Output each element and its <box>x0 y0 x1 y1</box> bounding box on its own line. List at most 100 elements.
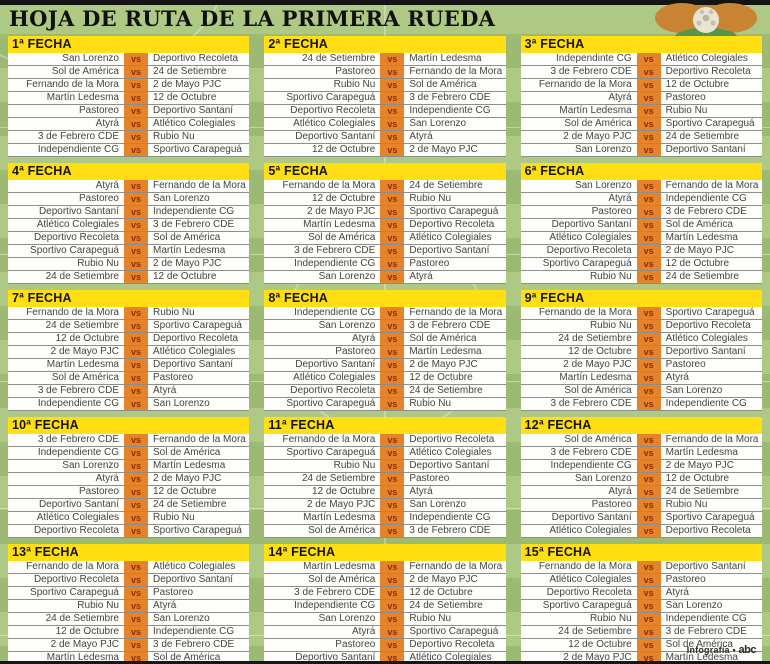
away-team: Atyrá <box>665 587 689 598</box>
away-team: San Lorenzo <box>153 193 210 204</box>
vs-badge: vs <box>636 499 661 511</box>
away-team: Atlético Colegiales <box>409 447 492 458</box>
home-team: Independiente CG <box>37 144 119 155</box>
match-row: Rubio Ñu vs Independiente CG <box>520 613 762 626</box>
home-team: Atyrá <box>608 92 632 103</box>
match-row: 2 de Mayo PJC vs 3 de Febrero CDE <box>8 639 250 652</box>
match-row: Atlético Colegiales vs 3 de Febrero CDE <box>8 219 250 232</box>
away-team: Atyrá <box>153 385 177 396</box>
vs-badge: vs <box>124 652 148 661</box>
vs-badge: vs <box>124 346 148 358</box>
vs-badge: vs <box>380 626 405 638</box>
vs-badge: vs <box>380 613 405 625</box>
vs-badge: vs <box>124 385 148 397</box>
fecha-block: 4ª FECHA Atyrá vs Fernando de la Mora Pa… <box>8 163 250 284</box>
match-row: 12 de Octubre vs Atyrá <box>264 486 506 499</box>
away-team: Sol de América <box>409 333 477 344</box>
vs-badge: vs <box>124 118 148 130</box>
away-team: San Lorenzo <box>409 499 467 510</box>
vs-badge: vs <box>636 193 661 205</box>
fecha-header: 11ª FECHA <box>264 417 506 434</box>
vs-badge: vs <box>124 92 148 104</box>
home-team: 2 de Mayo PJC <box>563 131 632 142</box>
home-team: Pastoreo <box>78 486 119 497</box>
match-row: Martín Ledesma vs Atyrá <box>520 372 762 385</box>
vs-badge: vs <box>124 105 148 117</box>
match-row: Deportivo Santaní vs 24 de Setiembre <box>8 499 250 512</box>
away-team: Deportivo Recoleta <box>409 219 495 230</box>
vs-badge: vs <box>636 587 661 599</box>
fecha-header: 4ª FECHA <box>8 163 250 180</box>
vs-badge: vs <box>636 144 661 156</box>
away-team: Sol de América <box>409 79 477 90</box>
vs-badge: vs <box>380 561 405 573</box>
away-team: Independiente CG <box>153 626 235 637</box>
vs-badge: vs <box>380 525 405 537</box>
match-row: Independiente CG vs Sportivo Carapeguá <box>8 144 250 157</box>
home-team: Atyrá <box>608 486 632 497</box>
fecha-block: 9ª FECHA Fernando de la Mora vs Sportivo… <box>520 290 762 411</box>
vs-badge: vs <box>380 105 405 117</box>
vs-badge: vs <box>124 613 148 625</box>
match-row: Fernando de la Mora vs Deportivo Recolet… <box>264 434 506 447</box>
match-row: Fernando de la Mora vs 12 de Octubre <box>520 79 762 92</box>
vs-badge: vs <box>380 66 405 78</box>
home-team: Deportivo Recoleta <box>33 574 119 585</box>
away-team: Deportivo Recoleta <box>153 53 239 64</box>
vs-badge: vs <box>636 232 661 244</box>
fecha-block: 15ª FECHA Fernando de la Mora vs Deporti… <box>520 544 762 661</box>
home-team: Pastoreo <box>591 499 632 510</box>
vs-badge: vs <box>124 600 148 612</box>
match-row: Rubio Ñu vs Sol de América <box>264 79 506 92</box>
vs-badge: vs <box>636 307 661 319</box>
away-team: Independiente CG <box>665 193 747 204</box>
match-row: San Lorenzo vs Fernando de la Mora <box>520 180 762 193</box>
home-team: Deportivo Santaní <box>295 652 376 663</box>
fecha-rows: Fernando de la Mora vs Rubio Ñu 24 de Se… <box>8 307 250 411</box>
away-team: 3 de Febrero CDE <box>665 626 747 637</box>
home-team: Martín Ledesma <box>303 512 376 523</box>
vs-badge: vs <box>636 333 661 345</box>
home-team: Sol de América <box>308 525 376 536</box>
match-row: 3 de Febrero CDE vs Deportivo Santaní <box>264 245 506 258</box>
match-row: San Lorenzo vs Martín Ledesma <box>8 460 250 473</box>
home-team: Sol de América <box>308 232 376 243</box>
away-team: Sportivo Carapeguá <box>665 512 755 523</box>
home-team: 24 de Setiembre <box>45 271 119 282</box>
vs-badge: vs <box>636 66 661 78</box>
fecha-block: 5ª FECHA Fernando de la Mora vs 24 de Se… <box>264 163 506 284</box>
away-team: 24 de Setiembre <box>665 131 740 142</box>
away-team: Martín Ledesma <box>153 245 226 256</box>
away-team: 2 de Mayo PJC <box>665 460 735 471</box>
fecha-block: 7ª FECHA Fernando de la Mora vs Rubio Ñu… <box>8 290 250 411</box>
away-team: Rubio Ñu <box>153 512 195 523</box>
match-row: 3 de Febrero CDE vs 12 de Octubre <box>264 587 506 600</box>
home-team: Sportivo Carapeguá <box>30 587 119 598</box>
home-team: 12 de Octubre <box>568 639 632 650</box>
fecha-rows: Fernando de la Mora vs Deportivo Santaní… <box>520 561 762 661</box>
home-team: 24 de Setiembre <box>45 613 119 624</box>
match-row: Pastoreo vs San Lorenzo <box>8 193 250 206</box>
home-team: Fernando de la Mora <box>282 180 376 191</box>
fixtures-grid: 1ª FECHA San Lorenzo vs Deportivo Recole… <box>8 36 762 663</box>
home-team: Pastoreo <box>335 639 376 650</box>
match-row: Independiente CG vs Sol de América <box>8 447 250 460</box>
vs-badge: vs <box>124 587 148 599</box>
home-team: Sol de América <box>308 574 376 585</box>
match-row: Fernando de la Mora vs Rubio Ñu <box>8 307 250 320</box>
vs-badge: vs <box>124 473 148 485</box>
away-team: Fernando de la Mora <box>665 180 759 191</box>
away-team: 12 de Octubre <box>153 486 217 497</box>
away-team: Atlético Colegiales <box>665 333 748 344</box>
away-team: 12 de Octubre <box>409 372 473 383</box>
match-row: San Lorenzo vs Rubio Ñu <box>264 613 506 626</box>
away-team: 12 de Octubre <box>665 79 730 90</box>
away-team: 2 de Mayo PJC <box>409 144 478 155</box>
match-row: Fernando de la Mora vs Atlético Colegial… <box>8 561 250 574</box>
vs-badge: vs <box>636 613 661 625</box>
fecha-header: 7ª FECHA <box>8 290 250 307</box>
home-team: Martín Ledesma <box>46 92 119 103</box>
vs-badge: vs <box>380 206 405 218</box>
away-team: Deportivo Santaní <box>153 574 234 585</box>
home-team: Atlético Colegiales <box>293 372 376 383</box>
